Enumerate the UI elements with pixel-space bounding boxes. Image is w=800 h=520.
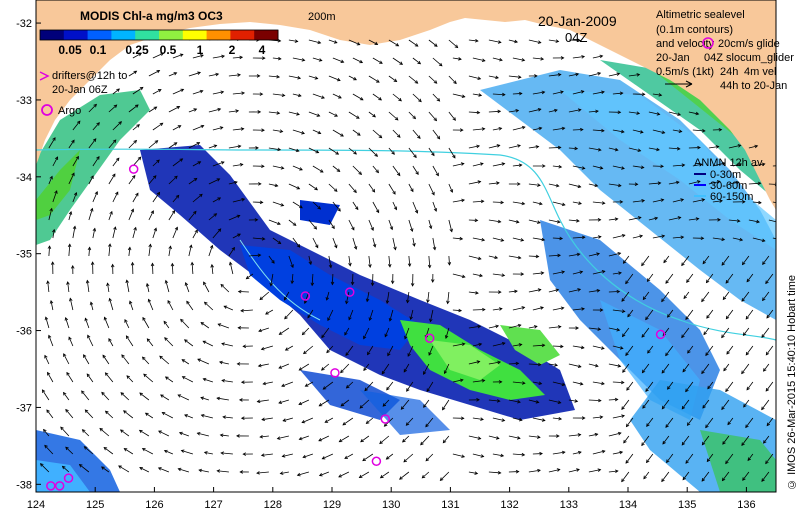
colorbar-tick: 4 xyxy=(259,43,266,57)
colorbar-title: MODIS Chl-a mg/m3 OC3 xyxy=(80,9,223,23)
colorbar-segment xyxy=(254,30,279,40)
y-tick-label: -34 xyxy=(16,172,32,184)
x-tick-label: 126 xyxy=(145,499,163,511)
x-tick-label: 127 xyxy=(204,499,222,511)
velocity-arrows xyxy=(39,35,776,483)
legend-line1: Altimetric sealevel xyxy=(656,9,745,21)
altimetry-legend: Altimetric sealevel (0.1m contours) and … xyxy=(656,9,794,92)
legend-line2: (0.1m contours) xyxy=(656,24,733,36)
legend-overlap4: 4m vel xyxy=(744,66,776,78)
colorbar-tick: 0.5 xyxy=(160,43,177,57)
x-tick-label: 130 xyxy=(382,499,400,511)
argo-float-icon xyxy=(655,329,666,340)
legend-line4: 20-Jan xyxy=(656,52,690,64)
colorbar-segment xyxy=(230,30,255,40)
x-tick-label: 128 xyxy=(264,499,282,511)
legend-overlap3: 24h xyxy=(720,66,738,78)
sealevel-contour xyxy=(36,148,776,341)
credit-text: © IMOS 26-Mar-2015 15:40:10 Hobart time xyxy=(786,275,798,490)
argo-float-icon xyxy=(128,164,139,174)
x-axis-ticks: 124 125 126 127 128 129 130 131 132 133 134 135 136 xyxy=(27,487,756,511)
argo-markers xyxy=(46,164,666,491)
legend-overlap1: 20cm/s glide xyxy=(718,38,780,50)
anmn-item-label: 30-60m xyxy=(710,180,747,192)
argo-float-icon xyxy=(371,456,382,466)
colorbar: MODIS Chl-a mg/m3 OC3 0.05 0.1 0.25 0.5 1 2 4 xyxy=(39,9,279,57)
drifters-legend: drifters@12h to 20-Jan 06Z Argo xyxy=(39,70,127,117)
x-tick-label: 124 xyxy=(27,499,45,511)
colorbar-tick: 0.1 xyxy=(90,43,107,57)
argo-float-icon xyxy=(54,481,65,491)
plot-frame xyxy=(35,0,777,493)
anmn-item-label: 60-150m xyxy=(710,191,753,203)
drifter-arrow-icon xyxy=(39,71,50,81)
isobath-label: 200m xyxy=(308,11,336,23)
y-axis-ticks: -32 -33 -34 -35 -36 -37 -38 xyxy=(16,18,41,491)
x-tick-label: 125 xyxy=(86,499,104,511)
argo-float-icon xyxy=(380,414,391,424)
x-tick-label: 131 xyxy=(441,499,459,511)
colorbar-tick: 0.05 xyxy=(58,43,82,57)
argo-label: Argo xyxy=(58,105,81,117)
y-tick-label: -36 xyxy=(16,326,32,338)
y-tick-label: -38 xyxy=(16,479,32,491)
colorbar-tick: 2 xyxy=(229,43,236,57)
argo-float-icon xyxy=(63,473,74,483)
legend-line6: 44h to 20-Jan xyxy=(720,80,787,92)
colorbar-segment xyxy=(206,30,231,40)
y-tick-label: -35 xyxy=(16,249,32,261)
legend-line5: 0.5m/s (1kt) xyxy=(656,66,714,78)
colorbar-segment xyxy=(87,30,112,40)
time-label: 04Z xyxy=(565,30,587,45)
argo-float-icon xyxy=(46,481,56,491)
glider-marker-icon xyxy=(702,37,714,49)
legend-line3: and velocity xyxy=(656,38,715,50)
argo-float-icon xyxy=(330,368,340,378)
drifters-date: 20-Jan 06Z xyxy=(52,84,108,96)
anmn-item-label: 0-30m xyxy=(710,169,741,181)
colorbar-segment xyxy=(159,30,184,40)
colorbar-tick: 1 xyxy=(197,43,204,57)
anmn-title: ANMN 12h av. xyxy=(694,157,765,169)
colorbar-segment xyxy=(40,30,65,40)
date-label: 20-Jan-2009 xyxy=(538,13,617,29)
y-tick-label: -32 xyxy=(16,18,32,30)
argo-float-icon xyxy=(424,333,435,343)
argo-legend-icon xyxy=(41,104,53,116)
argo-float-icon xyxy=(300,291,311,301)
x-tick-label: 134 xyxy=(619,499,637,511)
x-tick-label: 129 xyxy=(323,499,341,511)
argo-float-icon xyxy=(345,287,355,297)
colorbar-segment xyxy=(63,30,89,40)
colorbar-tick: 0.25 xyxy=(125,43,149,57)
x-tick-label: 135 xyxy=(678,499,696,511)
y-tick-label: -33 xyxy=(16,95,32,107)
x-tick-label: 132 xyxy=(500,499,518,511)
drifters-label: drifters@12h to xyxy=(52,70,127,82)
x-tick-label: 133 xyxy=(560,499,578,511)
y-tick-label: -37 xyxy=(16,402,32,414)
colorbar-segment xyxy=(135,30,160,40)
legend-overlap2: 04Z slocum_glider xyxy=(704,52,794,64)
x-tick-label: 136 xyxy=(737,499,755,511)
colorbar-segment xyxy=(111,30,136,40)
land-mass xyxy=(36,0,776,210)
colorbar-segment xyxy=(182,30,208,40)
